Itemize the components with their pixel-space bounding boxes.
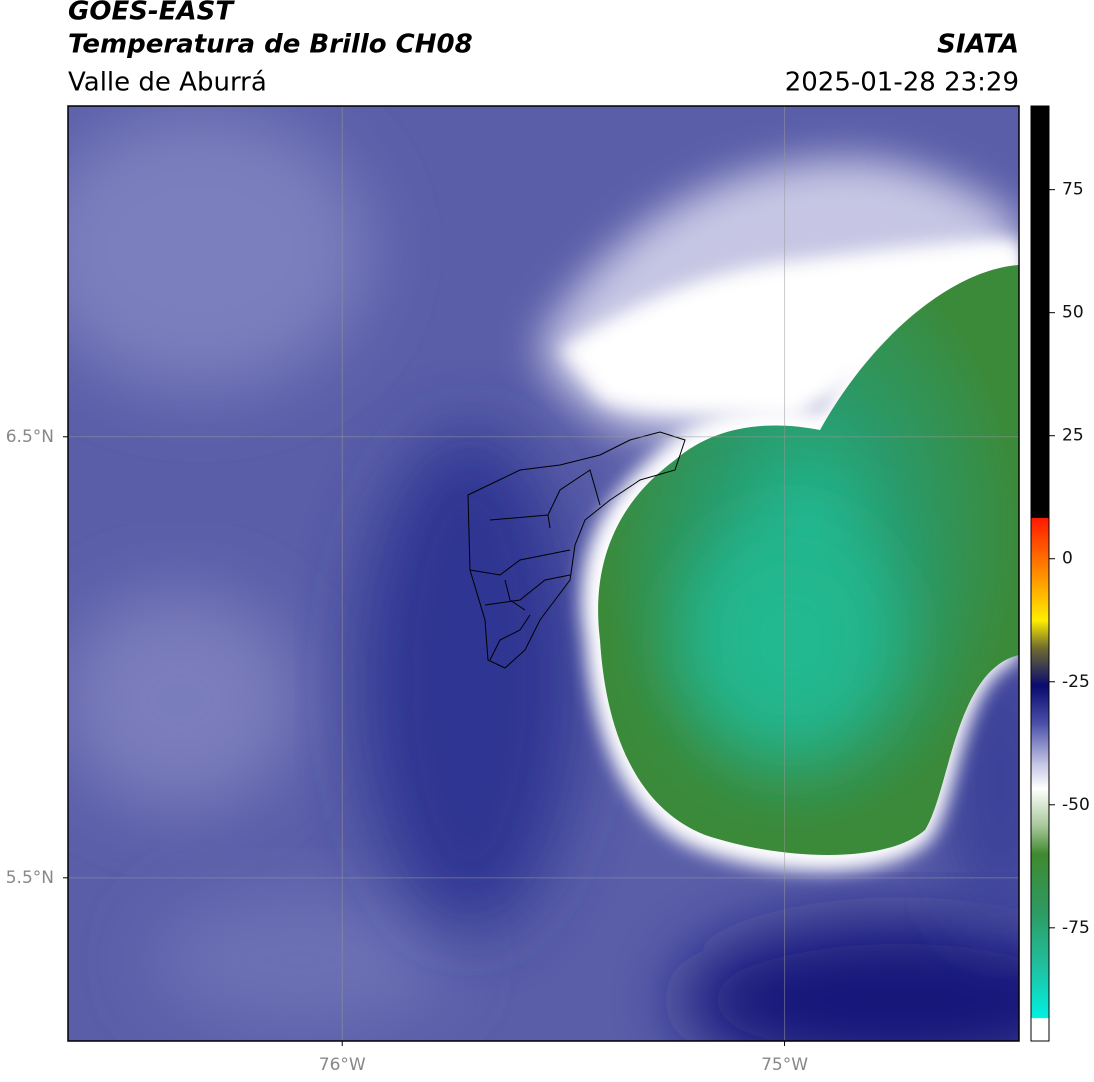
graticule: [68, 106, 1019, 1041]
y-tick-label: 6.5°N: [6, 427, 54, 447]
municipal-boundaries: [467, 431, 686, 669]
colorbar-tick-label: 75: [1062, 180, 1084, 200]
x-tick-label: 76°W: [319, 1055, 366, 1075]
x-tick-label: 75°W: [761, 1055, 808, 1075]
colorbar: [1030, 105, 1050, 1042]
colorbar-tick-label: -50: [1062, 795, 1090, 815]
region-title: Valle de Aburrá: [68, 68, 267, 98]
map-frame: [67, 105, 1020, 1042]
satellite-image: [68, 106, 1019, 1041]
colorbar-tick-label: 25: [1062, 426, 1084, 446]
colorbar-tick-label: -25: [1062, 672, 1090, 692]
colorbar-tick-label: 50: [1062, 303, 1084, 323]
y-tick-label: 5.5°N: [6, 868, 54, 888]
colorbar-tick-label: 0: [1062, 549, 1073, 569]
agency: SIATA: [937, 30, 1019, 60]
colorbar-tick-label: -75: [1062, 918, 1090, 938]
datetime: 2025-01-28 23:29: [785, 68, 1019, 98]
product-title: Temperatura de Brillo CH08: [68, 30, 473, 60]
source-title: GOES-EAST: [68, 0, 235, 27]
